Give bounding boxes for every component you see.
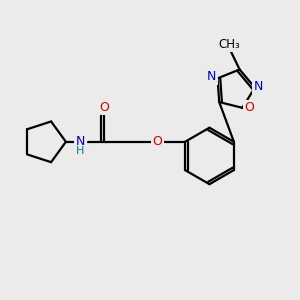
Text: CH₃: CH₃ bbox=[218, 38, 240, 51]
Text: N: N bbox=[76, 135, 85, 148]
Text: N: N bbox=[254, 80, 263, 93]
Text: O: O bbox=[244, 101, 254, 114]
Text: N: N bbox=[207, 70, 216, 83]
Text: O: O bbox=[152, 135, 162, 148]
Text: O: O bbox=[99, 101, 109, 114]
Text: H: H bbox=[76, 146, 84, 156]
